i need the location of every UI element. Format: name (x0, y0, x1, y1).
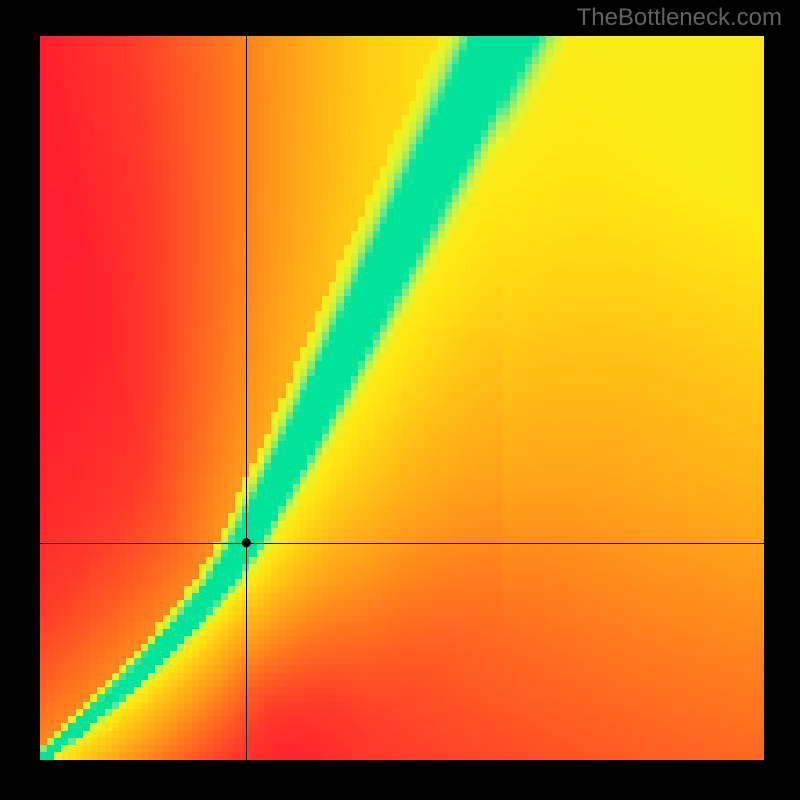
chart-container: TheBottleneck.com (0, 0, 800, 800)
watermark-text: TheBottleneck.com (577, 4, 782, 32)
bottleneck-heatmap (40, 36, 764, 760)
